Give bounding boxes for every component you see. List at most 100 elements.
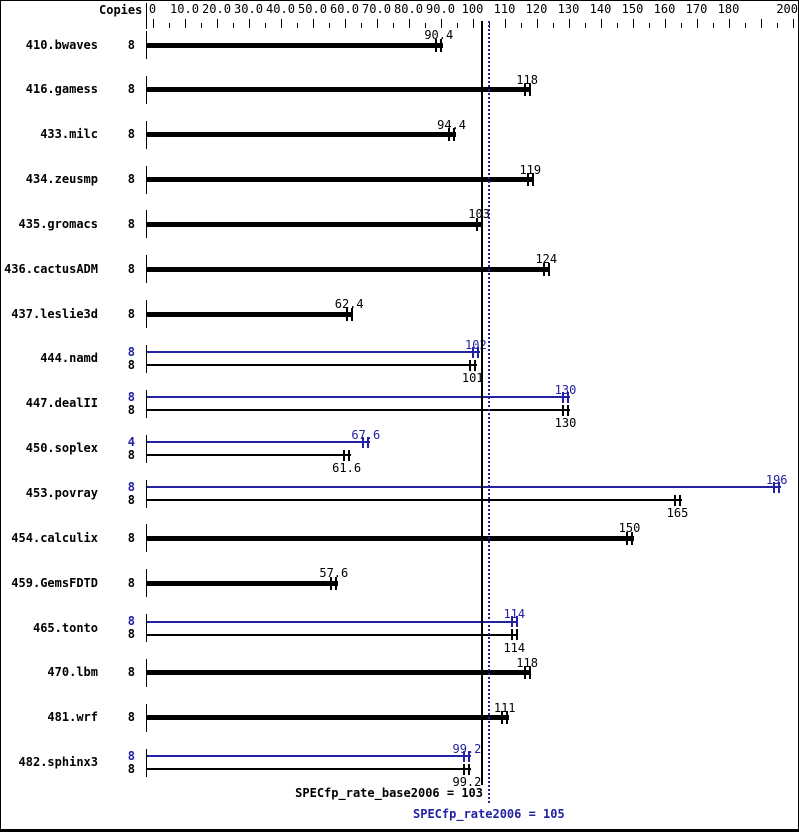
benchmark-label: 444.namd — [40, 351, 98, 366]
axis-tick-label: 60.0 — [330, 2, 359, 16]
bar-value-label: 57.6 — [319, 566, 349, 581]
bar-base — [147, 633, 519, 636]
bar-value-label: 124 — [535, 252, 558, 267]
axis-major-tick — [568, 19, 570, 28]
copies-value: 8 — [127, 492, 135, 507]
bar-endcap-tick — [631, 531, 633, 545]
copies-value: 8 — [127, 389, 135, 404]
bar-endcap-tick — [477, 346, 480, 358]
axis-minor-tick — [392, 23, 394, 28]
axis-tick-label: 140 — [589, 2, 612, 16]
bar-endcap-tick — [515, 629, 518, 641]
bar-base — [147, 715, 509, 721]
axis-minor-tick — [168, 23, 170, 28]
bar-endcap-tick — [475, 217, 478, 231]
copies-value: 8 — [127, 627, 135, 642]
bar-endcap-tick — [435, 38, 438, 52]
bar-base — [147, 670, 532, 676]
axis-major-tick — [504, 19, 506, 28]
median-line-base — [481, 21, 484, 785]
bar-endcap-tick — [343, 449, 346, 461]
bar-endcap-tick — [567, 391, 569, 403]
copies-value: 8 — [127, 37, 135, 52]
bar-base — [147, 132, 456, 138]
axis-tick-label: 30.0 — [234, 2, 263, 16]
bar-value-label: 196 — [765, 472, 788, 487]
benchmark-label: 410.bwaves — [25, 37, 98, 52]
bar-endcap-tick — [523, 666, 526, 680]
row-axis-segment — [146, 255, 147, 284]
row-axis-segment — [146, 120, 147, 149]
axis-tick-label: 130 — [557, 2, 580, 16]
axis-tick-label: 10.0 — [170, 2, 199, 16]
axis-minor-tick — [328, 23, 330, 28]
benchmark-label: 437.leslie3d — [11, 306, 98, 321]
axis-major-tick — [248, 19, 250, 28]
bar-value-label: 130 — [554, 416, 577, 431]
bar-value-label: 102 — [465, 337, 487, 352]
axis-major-tick — [280, 19, 282, 28]
bar-value-label: 67.6 — [351, 427, 381, 442]
bar-base — [147, 580, 338, 586]
bar-endcap-tick — [626, 531, 628, 545]
bar-endcap-tick — [463, 750, 466, 762]
axis-minor-tick — [584, 23, 586, 28]
row-axis-segment — [146, 389, 147, 418]
bar-endcap-tick — [510, 629, 513, 641]
bar-peak — [147, 351, 480, 354]
bar-value-label: 114 — [503, 640, 526, 655]
axis-major-tick — [312, 19, 314, 28]
bar-endcap-tick — [501, 711, 504, 725]
axis-major-tick — [632, 19, 634, 28]
axis-major-tick — [216, 19, 218, 28]
copies-value: 8 — [127, 357, 135, 372]
bar-value-label: 101 — [461, 371, 484, 386]
bar-peak — [147, 755, 471, 758]
benchmark-label: 433.milc — [40, 127, 98, 142]
bar-endcap-tick — [526, 173, 529, 187]
bar-endcap-tick — [528, 83, 531, 97]
copies-value: 8 — [127, 710, 135, 725]
bar-endcap-tick — [469, 359, 472, 371]
median-line-peak — [487, 21, 490, 803]
copies-value: 8 — [127, 344, 135, 359]
benchmark-label: 459.GemsFDTD — [11, 575, 98, 590]
row-axis-segment — [146, 75, 147, 104]
axis-tick-label: 170 — [685, 2, 708, 16]
bar-value-label: 103 — [468, 207, 490, 222]
axis-tick-label: 50.0 — [298, 2, 327, 16]
axis-minor-tick — [232, 23, 234, 28]
copies-value: 8 — [127, 748, 135, 763]
bar-peak — [147, 620, 519, 623]
benchmark-label: 416.gamess — [25, 82, 98, 97]
axis-tick-label: 0 — [148, 2, 157, 16]
axis-tick-label: 180 — [717, 2, 740, 16]
bar-endcap-tick — [778, 481, 781, 493]
axis-tick-label: 20.0 — [202, 2, 231, 16]
axis-minor-tick — [776, 23, 778, 28]
bar-endcap-tick — [448, 128, 451, 142]
axis-tick-label: 40.0 — [266, 2, 295, 16]
bar-endcap-tick — [335, 576, 338, 590]
bar-value-label: 130 — [554, 382, 577, 397]
y-axis-header-line — [146, 3, 147, 29]
axis-major-tick — [600, 19, 602, 28]
copies-column-header: Copies — [99, 3, 143, 17]
row-axis-segment — [146, 31, 147, 59]
bar-endcap-tick — [562, 391, 564, 403]
bar-endcap-tick — [474, 359, 477, 371]
bar-value-label: 62.4 — [334, 297, 364, 312]
axis-minor-tick — [520, 23, 522, 28]
bar-endcap-tick — [330, 576, 333, 590]
row-axis-segment — [146, 658, 147, 687]
peak-score-label: SPECfp_rate2006 = 105 — [413, 807, 565, 821]
axis-major-tick — [344, 19, 346, 28]
bar-endcap-tick — [567, 404, 569, 416]
bar-endcap-tick — [773, 481, 776, 493]
benchmark-label: 453.povray — [25, 486, 98, 500]
bar-value-label: 61.6 — [332, 461, 362, 476]
bar-base — [147, 768, 471, 771]
bar-endcap-tick — [531, 173, 534, 187]
bar-value-label: 94.4 — [437, 117, 467, 132]
